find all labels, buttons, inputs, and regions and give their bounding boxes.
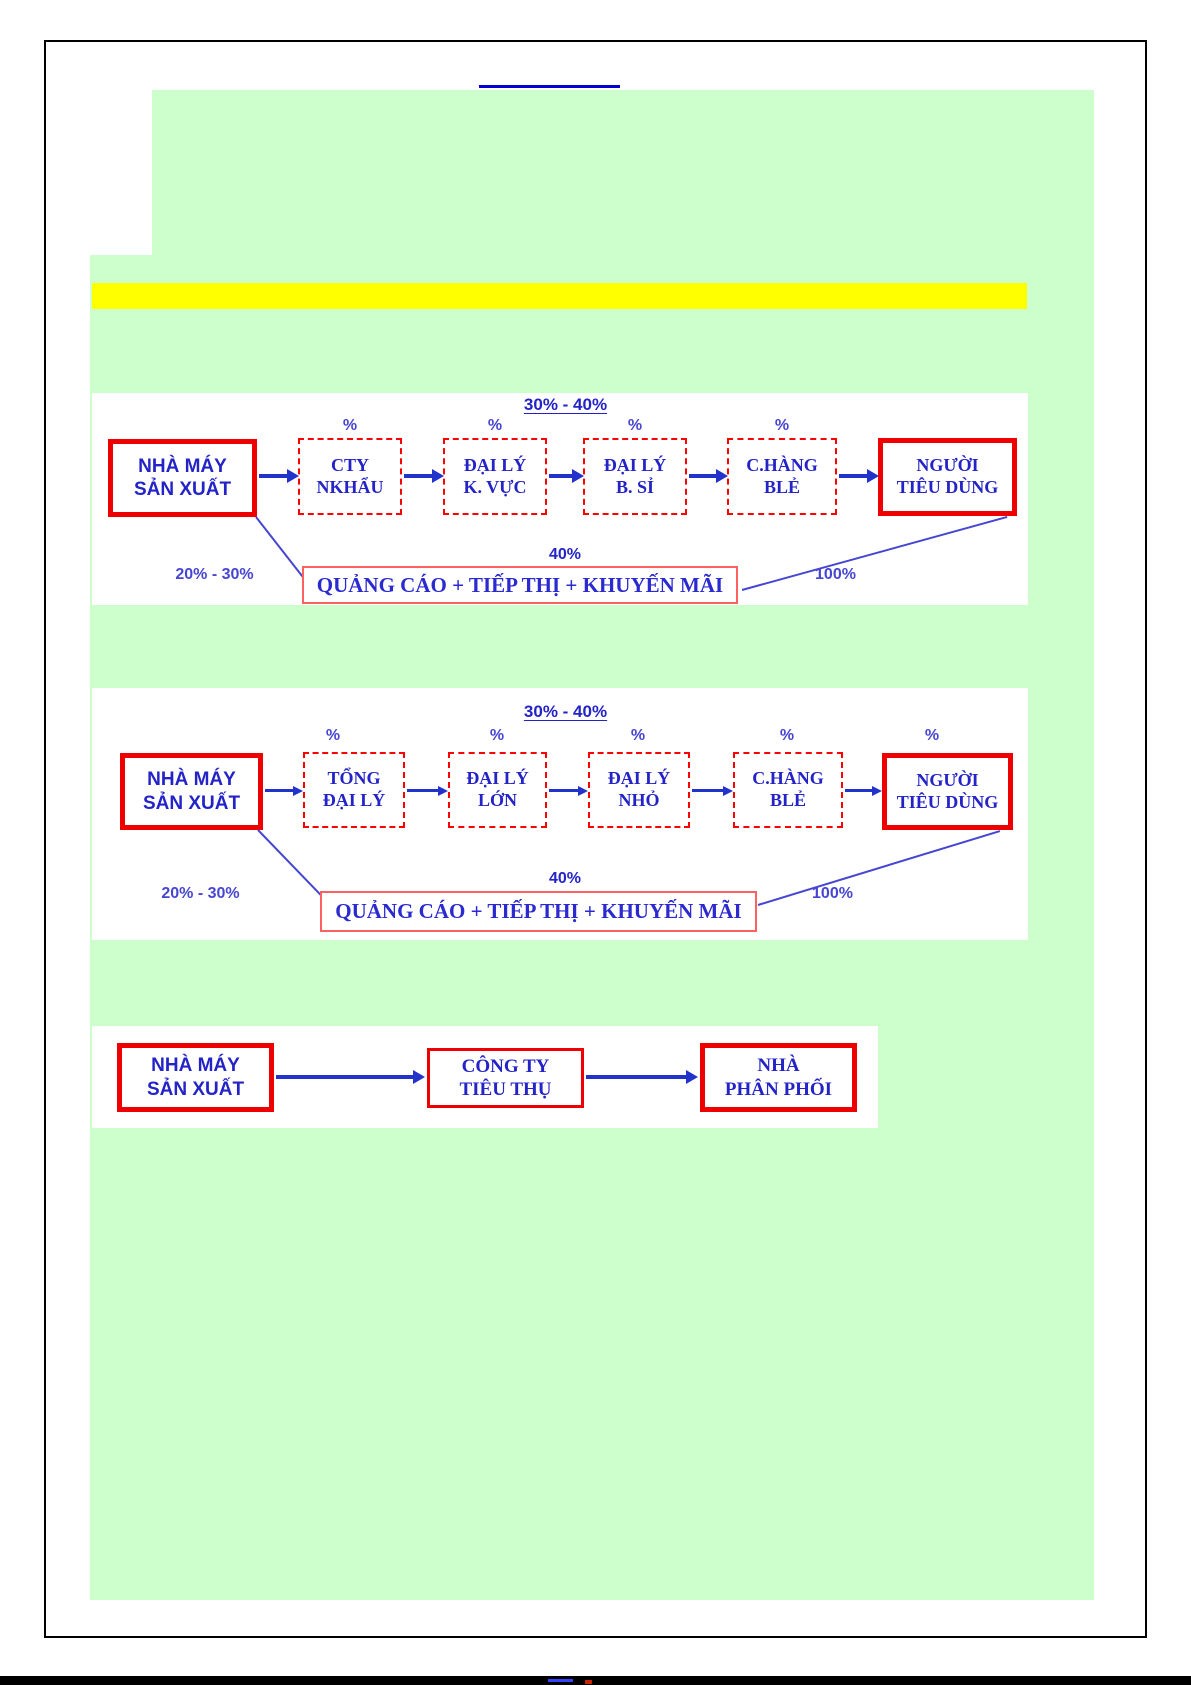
diagram2-node-tong-dai-ly: TỔNG ĐẠI LÝ [303,752,405,828]
node-label-line2: TIÊU DÙNG [896,791,999,812]
diagram1-arrow-2 [404,474,432,478]
node-label-line2: TIÊU DÙNG [896,477,999,497]
diagram1-mid-percent-label: 40% [548,546,582,563]
node-label-line2: SẢN XUẤT [133,479,232,500]
node-label-line1: NGƯỜI [916,769,979,790]
diagram2-percent-mark-4: % [779,727,795,744]
diagram1-arrow-3 [549,474,572,478]
diagram3-node-nha-may-san-xuat: NHÀ MÁY SẢN XUẤT [117,1043,274,1112]
node-label-line1: CTY [330,454,369,475]
diagram2-node-dai-ly-lon: ĐẠI LÝ LỚN [448,752,547,828]
bottom-red-speck [585,1680,592,1684]
diagram1-node-dai-ly-ban-si: ĐẠI LÝ B. SỈ [583,438,687,515]
diagram1-percent-mark-2: % [487,417,503,434]
diagram2-right-percent-label: 100% [812,885,853,902]
diagram2-percent-mark-2: % [489,727,505,744]
diagram2-left-percent-label: 20% - 30% [161,885,240,902]
node-label-line2: TIÊU THỤ [459,1079,552,1100]
bottom-blue-speck [548,1679,573,1682]
node-label-line2: SẢN XUẤT [146,1078,245,1100]
node-label-line2: PHÂN PHỐI [724,1078,833,1100]
diagram2-node-cua-hang-ban-le: C.HÀNG BLẺ [733,752,843,828]
diagram3-arrow-2 [586,1075,686,1079]
node-label-line1: C.HÀNG [746,454,818,475]
panel-top-left-notch [90,90,152,255]
node-label-line2: B. SỈ [615,476,655,497]
diagram1-node-dai-ly-khu-vuc: ĐẠI LÝ K. VỰC [443,438,547,515]
node-label-line1: NHÀ MÁY [138,455,227,477]
top-underline-mark [479,85,620,88]
diagram1-heading: 30% - 40% [523,395,608,414]
diagram2-arrow-5 [845,789,872,792]
yellow-highlight-bar [92,283,1027,309]
node-label-line2: K. VỰC [463,476,527,497]
node-label-line1: NHÀ [757,1055,800,1077]
diagram1-percent-mark-3: % [627,417,643,434]
node-label-line2: ĐẠI LÝ [322,790,386,810]
diagram2-arrow-1 [265,789,293,792]
diagram1-node-cty-nkhau: CTY NKHẨU [298,438,402,515]
page-border [44,40,1147,1638]
diagram2-percent-mark-5: % [924,727,940,744]
node-label-line2: NHỎ [618,790,660,810]
diagram2-percent-mark-1: % [325,727,341,744]
node-label-line1: TỔNG [327,768,381,789]
node-label-line1: ĐẠI LÝ [466,768,529,789]
diagram3-node-cong-ty-tieu-thu: CÔNG TY TIÊU THỤ [427,1048,584,1108]
node-label-line1: CÔNG TY [461,1055,550,1077]
node-label-line1: ĐẠI LÝ [603,454,667,475]
node-label-line2: SẢN XUẤT [142,792,241,814]
node-label-line1: ĐẠI LÝ [463,454,527,475]
diagram2-node-dai-ly-nho: ĐẠI LÝ NHỎ [588,752,690,828]
node-label-line2: BLẺ [769,790,807,810]
diagram3-arrow-1 [276,1075,413,1079]
diagram2-arrow-3 [549,789,578,792]
node-label-line1: NHÀ MÁY [147,769,236,791]
node-label-line2: LỚN [477,790,517,810]
diagram2-arrow-2 [407,789,438,792]
diagram1-percent-mark-4: % [774,417,790,434]
diagram1-left-percent-label: 20% - 30% [175,566,254,583]
diagram1-right-percent-label: 100% [815,566,856,583]
node-label-line1: C.HÀNG [752,768,824,789]
node-label-line1: NGƯỜI [916,455,979,476]
node-label-line2: BLẺ [763,476,801,497]
diagram2-arrow-4 [692,789,723,792]
diagram2-mid-percent-label: 40% [548,870,582,887]
diagram1-node-cua-hang-ban-le: C.HÀNG BLẺ [727,438,837,515]
diagram2-advertising-box: QUẢNG CÁO + TIẾP THỊ + KHUYẾN MÃI [320,891,757,932]
diagram1-arrow-4 [689,474,716,478]
diagram2-heading: 30% - 40% [523,702,608,721]
diagram1-arrow-5 [839,474,867,478]
bottom-black-strip [0,1676,1191,1685]
diagram2-node-nguoi-tieu-dung: NGƯỜI TIÊU DÙNG [882,753,1013,830]
diagram1-node-nha-may-san-xuat: NHÀ MÁY SẢN XUẤT [108,439,257,517]
diagram1-arrow-1 [259,474,287,478]
diagram2-percent-mark-3: % [630,727,646,744]
diagram1-advertising-box: QUẢNG CÁO + TIẾP THỊ + KHUYẾN MÃI [302,566,738,604]
node-label-line2: NKHẨU [316,476,384,497]
node-label-line1: NHÀ MÁY [151,1055,240,1077]
diagram3-node-nha-phan-phoi: NHÀ PHÂN PHỐI [700,1043,857,1112]
diagram1-percent-mark-1: % [342,417,358,434]
node-label-line1: ĐẠI LÝ [607,768,671,789]
diagram2-node-nha-may-san-xuat: NHÀ MÁY SẢN XUẤT [120,753,263,830]
diagram1-node-nguoi-tieu-dung: NGƯỜI TIÊU DÙNG [878,438,1017,516]
